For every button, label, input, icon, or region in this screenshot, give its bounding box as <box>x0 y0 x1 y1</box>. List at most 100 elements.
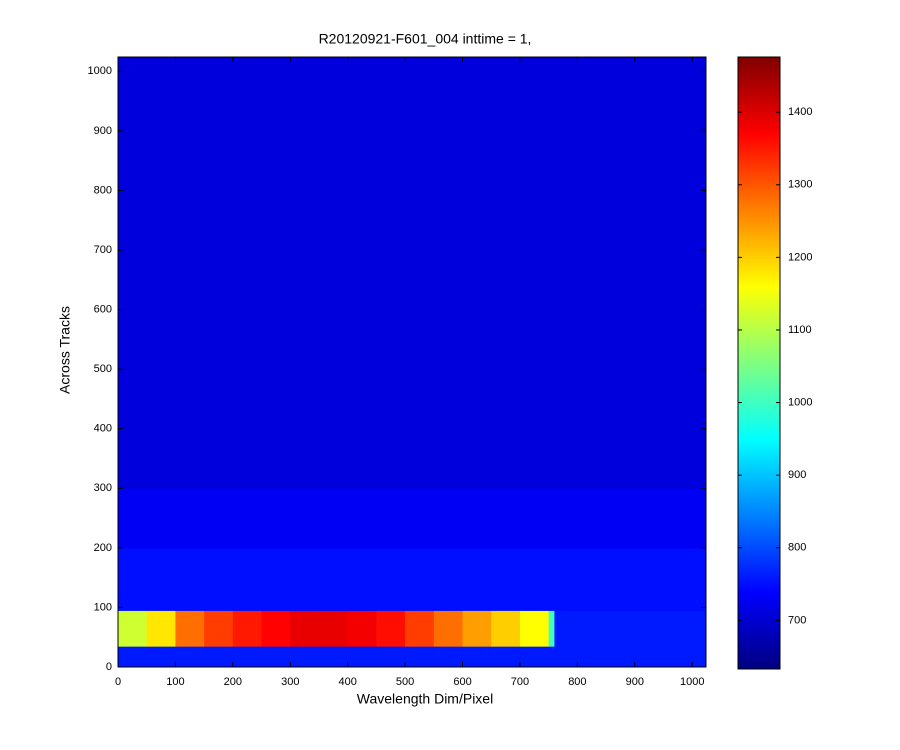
y-tick-label: 200 <box>94 542 112 554</box>
heatmap-cell <box>261 610 291 647</box>
x-tick-label: 400 <box>339 676 357 688</box>
heatmap-cell <box>290 547 320 611</box>
x-tick-label: 500 <box>396 676 414 688</box>
heatmap-cell <box>232 488 263 549</box>
heatmap-cell <box>519 646 550 668</box>
heatmap-cell <box>146 57 176 489</box>
heatmap-cell <box>376 646 406 668</box>
y-axis-label: Across Tracks <box>57 306 73 394</box>
heatmap-cell <box>554 547 707 611</box>
heatmap-cell <box>376 57 406 489</box>
colorbar-tick-label: 900 <box>788 469 806 481</box>
heatmap-cell <box>433 610 464 647</box>
y-tick-label: 700 <box>94 244 112 256</box>
colorbar-tick-label: 800 <box>788 542 806 554</box>
heatmap-cell <box>118 57 148 489</box>
heatmap-cell <box>347 547 377 611</box>
colorbar <box>737 56 781 670</box>
heatmap-cell <box>519 610 550 647</box>
heatmap-cell <box>204 646 234 668</box>
heatmap-cell <box>462 547 492 611</box>
heatmap-cell <box>175 646 205 668</box>
heatmap-cell <box>261 646 291 668</box>
heatmap-cell <box>491 646 521 668</box>
x-tick-label: 800 <box>568 676 586 688</box>
heatmap-cell <box>462 646 492 668</box>
heatmap-cell <box>175 610 205 647</box>
heatmap-cell <box>548 547 555 611</box>
colorbar-tick-label: 700 <box>788 614 806 626</box>
heatmap-cell <box>146 488 176 549</box>
colorbar-tick-label: 1200 <box>788 251 812 263</box>
chart-title: R20120921-F601_004 inttime = 1, <box>319 31 532 47</box>
x-tick-label: 100 <box>166 676 184 688</box>
heatmap-cell <box>175 488 205 549</box>
heatmap-cell <box>491 610 521 647</box>
heatmap-cell <box>491 547 521 611</box>
plot-frame <box>117 56 707 668</box>
heatmap-cell <box>405 610 435 647</box>
heatmap-cell <box>318 610 349 647</box>
y-tick-label: 0 <box>106 661 112 673</box>
colorbar-tick-label: 1100 <box>788 324 812 336</box>
heatmap-cell <box>232 547 263 611</box>
heatmap-cell <box>347 57 377 489</box>
heatmap-cell <box>146 610 176 647</box>
heatmap-cell <box>146 646 176 668</box>
heatmap-cell <box>554 646 707 668</box>
heatmap-cell <box>554 488 707 549</box>
heatmap-cell <box>290 646 320 668</box>
heatmap-cell <box>376 610 406 647</box>
x-tick-label: 900 <box>626 676 644 688</box>
x-tick-label: 0 <box>115 676 121 688</box>
heatmap-cell <box>318 547 349 611</box>
heatmap-cell <box>554 57 707 489</box>
heatmap-cell <box>347 646 377 668</box>
heatmap-cell <box>261 547 291 611</box>
x-tick-label: 600 <box>453 676 471 688</box>
heatmap-cell <box>204 547 234 611</box>
heatmap-cell <box>376 547 406 611</box>
y-tick-label: 900 <box>94 125 112 137</box>
heatmap-cell <box>118 547 148 611</box>
heatmap-cell <box>462 610 492 647</box>
heatmap-cell <box>548 57 555 489</box>
heatmap-cell <box>261 488 291 549</box>
colorbar-tick-label: 1300 <box>788 179 812 191</box>
heatmap-cell <box>433 488 464 549</box>
heatmap-cell <box>175 547 205 611</box>
heatmap-cell <box>462 57 492 489</box>
y-tick-label: 400 <box>94 423 112 435</box>
heatmap-cell <box>405 547 435 611</box>
heatmap-cell <box>519 547 550 611</box>
heatmap-cell <box>405 57 435 489</box>
heatmap-cell <box>519 488 550 549</box>
colorbar-tick-label: 1400 <box>788 106 812 118</box>
heatmap-cell <box>433 547 464 611</box>
heatmap-cell <box>347 610 377 647</box>
heatmap-cell <box>204 610 234 647</box>
heatmap-cell <box>491 488 521 549</box>
heatmap-cell <box>261 57 291 489</box>
y-tick-label: 600 <box>94 303 112 315</box>
heatmap-cell <box>433 57 464 489</box>
heatmap-cell <box>290 610 320 647</box>
heatmap-cell <box>548 610 555 647</box>
heatmap-cell <box>318 646 349 668</box>
heatmap-cell <box>548 488 555 549</box>
heatmap-cell <box>232 610 263 647</box>
heatmap-cell <box>405 488 435 549</box>
heatmap-cell <box>491 57 521 489</box>
x-tick-label: 700 <box>511 676 529 688</box>
y-tick-label: 100 <box>94 601 112 613</box>
heatmap-cell <box>118 488 148 549</box>
y-tick-label: 500 <box>94 363 112 375</box>
heatmap-cell <box>433 646 464 668</box>
y-tick-label: 300 <box>94 482 112 494</box>
heatmap-cell <box>519 57 550 489</box>
heatmap-cell <box>405 646 435 668</box>
x-tick-label: 300 <box>281 676 299 688</box>
x-tick-label: 1000 <box>680 676 704 688</box>
heatmap-cell <box>318 57 349 489</box>
